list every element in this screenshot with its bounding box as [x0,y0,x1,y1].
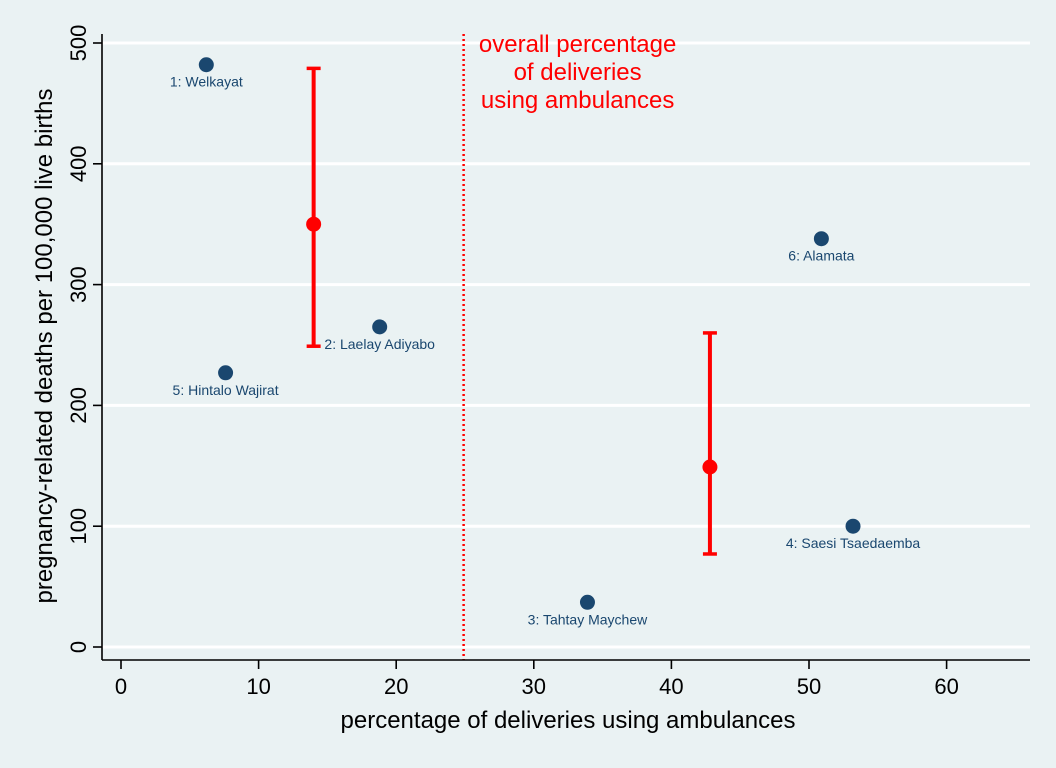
data-point-label: 2: Laelay Adiyabo [324,336,435,352]
error-bars-group [306,66,718,556]
data-point-label: 4: Saesi Tsaedaemba [786,535,921,551]
data-point [579,594,595,610]
x-tick-label: 20 [384,674,408,699]
data-points-group: 1: Welkayat 2: Laelay Adiyabo 3: Tahtay Ma… [170,57,921,627]
plot-area [102,34,1030,660]
data-point [372,319,388,335]
y-tick-label: 400 [66,145,91,182]
data-point-label: 5: Hintalo Wajirat [173,382,279,398]
reference-annotation-line: using ambulances [481,87,674,114]
data-point [845,518,861,534]
data-point [218,365,234,381]
x-axis-title: percentage of deliveries using ambulance… [341,707,796,734]
y-tick-label: 500 [66,25,91,62]
y-tick-label: 100 [66,508,91,545]
data-point-label: 3: Tahtay Maychew [528,611,648,627]
data-point-label: 6: Alamata [788,248,854,264]
data-point-label: 1: Welkayat [170,74,243,90]
reference-annotation-line: overall percentage [479,31,676,58]
reference-annotation-line: of deliveries [514,59,642,86]
x-tick-label: 30 [522,674,546,699]
grid-lines [102,34,1030,660]
error-bar-mean-point [306,216,322,232]
data-point [198,57,214,73]
x-tick-label: 0 [115,674,127,699]
y-tick-label: 0 [66,641,91,653]
y-tick-label: 200 [66,387,91,424]
x-tick-label: 50 [797,674,821,699]
x-tick-label: 10 [246,674,270,699]
y-axis-title: pregnancy-related deaths per 100,000 liv… [31,89,58,604]
x-tick-label: 60 [934,674,958,699]
x-tick-label: 40 [659,674,683,699]
y-tick-label: 300 [66,266,91,303]
error-bar-mean-point [702,459,718,475]
data-point [813,231,829,247]
axes-group: 0 10 20 30 40 50 60 0 100 200 300 400 500 [66,25,1030,699]
